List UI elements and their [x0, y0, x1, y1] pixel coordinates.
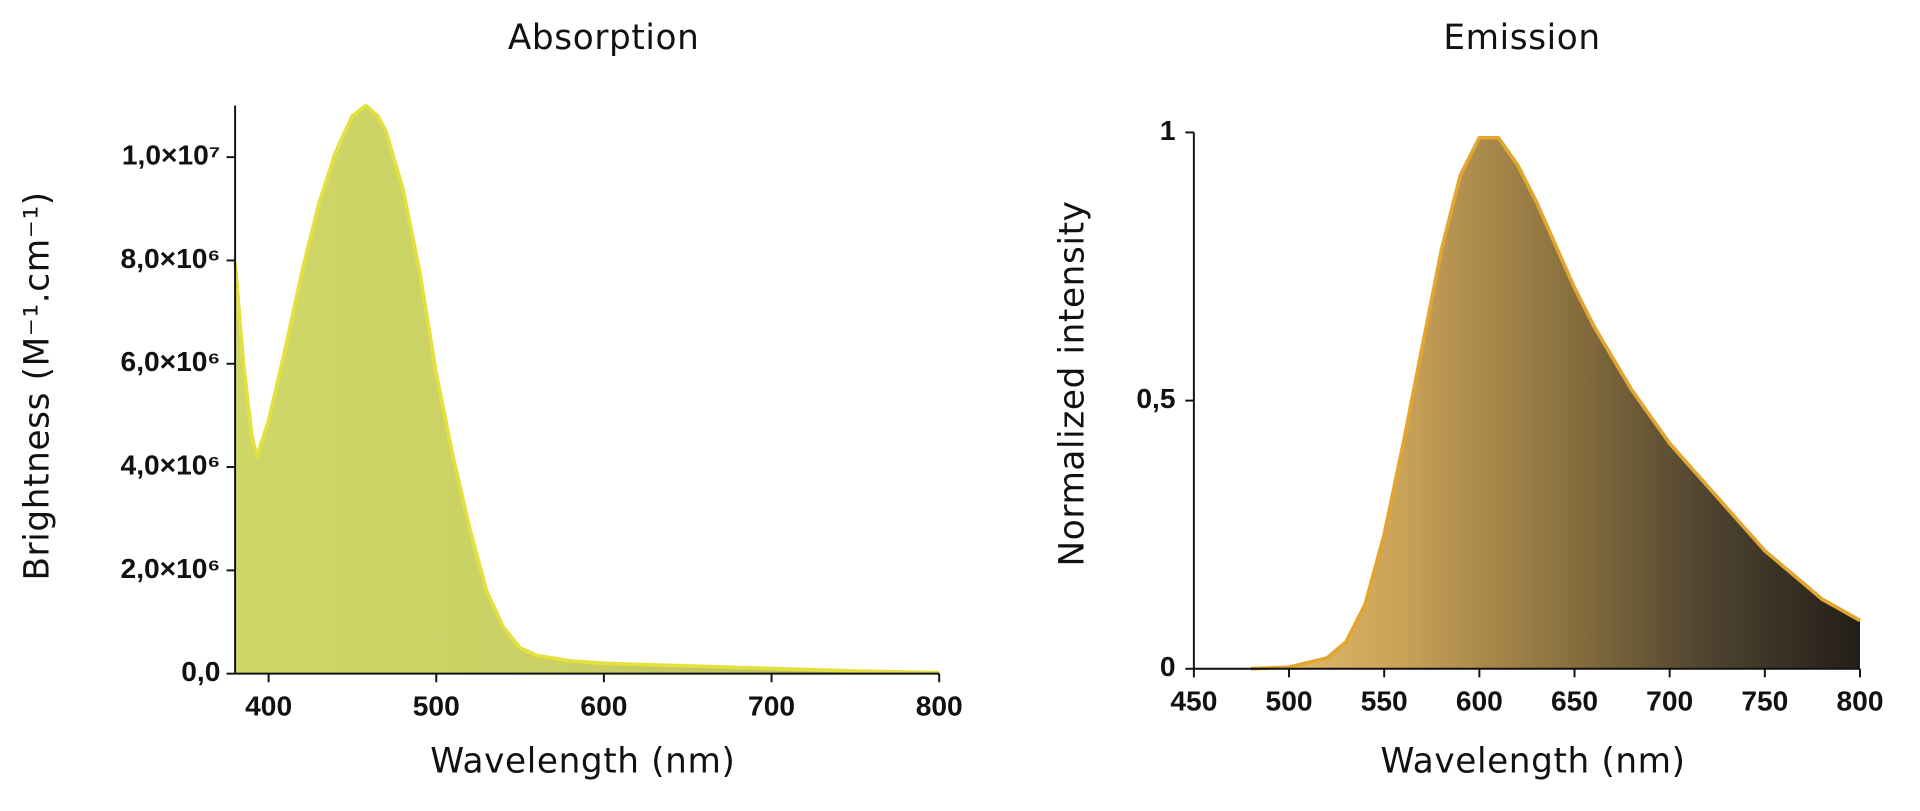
x-tick-label: 650 — [1551, 685, 1598, 716]
y-tick-label: 0,5 — [1136, 383, 1175, 414]
x-tick-label: 500 — [1266, 685, 1313, 716]
y-tick-label: 0 — [1160, 651, 1176, 682]
x-tick-label: 550 — [1361, 685, 1408, 716]
x-tick-label: 750 — [1741, 685, 1788, 716]
y-axis-label: Normalized intensity — [1052, 200, 1092, 566]
x-axis-label: Wavelength (nm) — [430, 742, 735, 782]
x-tick-label: 500 — [413, 690, 460, 721]
x-tick-label: 600 — [1456, 685, 1503, 716]
area-fill — [1250, 137, 1860, 669]
area-fill — [235, 105, 940, 674]
x-tick-label: 800 — [916, 690, 963, 721]
y-axis-label: Brightness (M⁻¹.cm⁻¹) — [18, 191, 58, 580]
y-tick-label: 0,0 — [181, 656, 220, 687]
y-tick-label: 6,0×10⁶ — [121, 346, 221, 377]
x-tick-label: 450 — [1170, 685, 1217, 716]
x-tick-label: 800 — [1837, 685, 1884, 716]
y-tick-label: 8,0×10⁶ — [121, 243, 221, 274]
x-tick-label: 600 — [580, 690, 627, 721]
x-axis-label: Wavelength (nm) — [1380, 742, 1685, 782]
chart-title: Absorption — [508, 18, 700, 58]
area-line — [233, 103, 940, 675]
y-tick-label: 1,0×10⁷ — [122, 140, 221, 171]
y-tick-label: 4,0×10⁶ — [121, 449, 221, 480]
area-line — [1250, 135, 1861, 671]
x-tick-label: 400 — [245, 690, 292, 721]
x-tick-label: 700 — [748, 690, 795, 721]
y-tick-label: 2,0×10⁶ — [121, 553, 221, 584]
chart-title: Emission — [1443, 18, 1600, 58]
y-tick-label: 1 — [1160, 115, 1176, 146]
x-tick-label: 700 — [1646, 685, 1693, 716]
